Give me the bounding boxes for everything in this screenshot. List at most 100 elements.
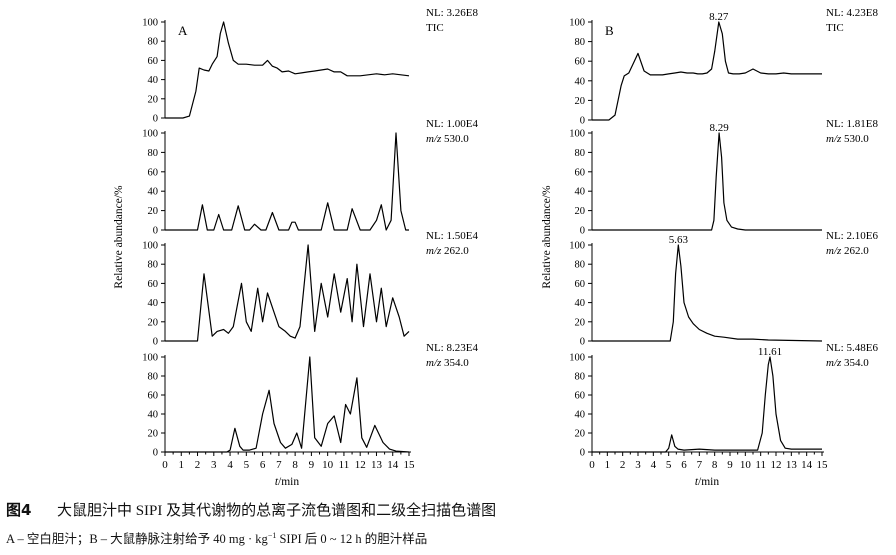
panel-a-x-tick-label: 8 bbox=[292, 459, 298, 471]
panel-a-trace-1-y-tick-label: 80 bbox=[148, 37, 159, 48]
panel-b-x-tick-label: 0 bbox=[589, 459, 595, 471]
panel-a-trace-4-y-tick-label: 20 bbox=[148, 429, 159, 440]
panel-a-x-tick-label: 15 bbox=[404, 459, 416, 471]
panel-b-trace-3-y-tick-label: 100 bbox=[569, 241, 585, 252]
panel-a-trace-4-y-tick-label: 40 bbox=[148, 410, 159, 421]
panel-a-y-axis-label: Relative abundance/% bbox=[113, 185, 125, 289]
panel-b-trace-1-peak-label: 8.27 bbox=[709, 11, 729, 23]
panel-b-trace-4-nl-label: NL: 5.48E6 bbox=[826, 342, 878, 354]
panel-b-trace-2-y-tick-label: 60 bbox=[575, 167, 586, 178]
panel-b-trace-4-y-tick-label: 20 bbox=[575, 429, 586, 440]
panel-a-trace-1-y-tick-label: 100 bbox=[142, 18, 158, 29]
panel-a-x-tick-label: 4 bbox=[227, 459, 233, 471]
panel-b-trace-2-y-tick-label: 80 bbox=[575, 148, 586, 159]
panel-b-label: B bbox=[605, 23, 614, 38]
panel-b-trace-2-nl-label: NL: 1.81E8 bbox=[826, 118, 878, 130]
panel-b-trace-3-y-tick-label: 40 bbox=[575, 298, 586, 309]
panel-a-trace-3-line bbox=[165, 244, 410, 342]
panel-b-trace-2-y-tick-label: 40 bbox=[575, 187, 586, 198]
panel-a-trace-4-y-tick-label: 0 bbox=[153, 448, 158, 459]
panel-a-trace-3-y-tick-label: 100 bbox=[142, 241, 158, 252]
panel-a-trace-4-y-tick-label: 60 bbox=[148, 391, 159, 402]
panel-b-x-tick-label: 1 bbox=[605, 459, 611, 471]
panel-a-trace-1-y-tick-label: 60 bbox=[148, 56, 159, 67]
panel-b-x-tick-label: 15 bbox=[817, 459, 829, 471]
panel-a-trace-3-nl-label: NL: 1.50E4 bbox=[426, 230, 478, 242]
panel-b-trace-4-peak-label: 11.61 bbox=[758, 346, 782, 358]
panel-a-x-tick-label: 6 bbox=[260, 459, 266, 471]
panel-a-trace-1-line bbox=[165, 21, 410, 119]
figure-caption: 图4 大鼠胆汁中 SIPI 及其代谢物的总离子流色谱图和二级全扫描色谱图 bbox=[6, 499, 496, 520]
panel-a-trace-3-y-tick-label: 60 bbox=[148, 279, 159, 290]
panel-b-trace-1-y-tick-label: 80 bbox=[575, 37, 586, 48]
panel-a-trace-2-nl-label: NL: 1.00E4 bbox=[426, 118, 478, 130]
panel-a-x-tick-label: 11 bbox=[339, 459, 350, 471]
panel-a-trace-4-nl-label: NL: 8.23E4 bbox=[426, 342, 478, 354]
panel-a-trace-4-y-tick-label: 100 bbox=[142, 353, 158, 364]
panel-b-trace-1-y-tick-label: 60 bbox=[575, 57, 586, 68]
panel-b-trace-3-peak-label: 5.63 bbox=[669, 234, 689, 246]
panel-a-trace-4-y-tick-label: 80 bbox=[148, 372, 159, 383]
legend-text-1: A – 空白胆汁；B – 大鼠静脉注射给予 40 mg · kg bbox=[6, 532, 268, 546]
panel-b-trace-1-y-tick-label: 100 bbox=[569, 18, 585, 29]
panel-a-trace-1-mz-label: TIC bbox=[426, 22, 444, 34]
panel-b-x-tick-label: 2 bbox=[620, 459, 626, 471]
panel-b-trace-2-mz-label: m/z 530.0 bbox=[826, 133, 869, 145]
panel-a-label: A bbox=[178, 23, 188, 38]
panel-b-trace-3-y-tick-label: 60 bbox=[575, 279, 586, 290]
legend-superscript: −1 bbox=[267, 530, 277, 540]
panel-b-trace-1-mz-label: TIC bbox=[826, 22, 844, 34]
panel-b-x-tick-label: 7 bbox=[697, 459, 703, 471]
panel-a-trace-2-y-tick-label: 60 bbox=[148, 167, 159, 178]
panel-b-x-tick-label: 10 bbox=[740, 459, 752, 471]
panel-a-x-tick-label: 13 bbox=[371, 459, 383, 471]
panel-a-x-tick-label: 10 bbox=[322, 459, 334, 471]
figure-legend: A – 空白胆汁；B – 大鼠静脉注射给予 40 mg · kg−1 SIPI … bbox=[6, 528, 427, 547]
panel-a-trace-2-y-tick-label: 20 bbox=[148, 206, 159, 217]
panel-b-trace-3-y-tick-label: 0 bbox=[580, 337, 585, 348]
panel-a-trace-3-y-tick-label: 0 bbox=[153, 337, 158, 348]
panel-b-x-axis-label: t/min bbox=[695, 476, 720, 488]
panel-b-x-tick-label: 13 bbox=[786, 459, 798, 471]
panel-a-trace-2-y-tick-label: 0 bbox=[153, 226, 158, 237]
panel-b-trace-4-y-tick-label: 0 bbox=[580, 448, 585, 459]
panel-b-x-tick-label: 9 bbox=[727, 459, 733, 471]
panel-b-x-tick-label: 5 bbox=[666, 459, 672, 471]
panel-a-trace-2-y-tick-label: 80 bbox=[148, 148, 159, 159]
panel-b-trace-3-y-tick-label: 80 bbox=[575, 260, 586, 271]
panel-a-trace-4-line bbox=[165, 356, 410, 453]
panel-a-trace-2-y-tick-label: 100 bbox=[142, 129, 158, 140]
panel-b-x-tick-label: 14 bbox=[801, 459, 813, 471]
panel-a-x-tick-label: 5 bbox=[244, 459, 250, 471]
panel-b-trace-2-y-tick-label: 20 bbox=[575, 206, 586, 217]
panel-b-trace-2-y-tick-label: 0 bbox=[580, 226, 585, 237]
panel-a-trace-1-y-tick-label: 20 bbox=[148, 94, 159, 105]
panel-b-trace-3-y-tick-label: 20 bbox=[575, 317, 586, 328]
panel-b-x-tick-label: 11 bbox=[755, 459, 766, 471]
panel-b-trace-3-mz-label: m/z 262.0 bbox=[826, 245, 869, 257]
panel-b-x-tick-label: 12 bbox=[771, 459, 782, 471]
panel-a-trace-1-nl-label: NL: 3.26E8 bbox=[426, 7, 478, 19]
panel-b-trace-1-y-tick-label: 20 bbox=[575, 96, 586, 107]
panel-a-trace-2-y-tick-label: 40 bbox=[148, 187, 159, 198]
panel-b-trace-2-y-tick-label: 100 bbox=[569, 129, 585, 140]
panel-a-trace-1-y-tick-label: 0 bbox=[153, 114, 158, 125]
panel-a-trace-2-line bbox=[165, 132, 409, 231]
figure-number: 图4 bbox=[6, 501, 32, 519]
panel-b-x-tick-label: 6 bbox=[681, 459, 687, 471]
panel-b-trace-4-y-tick-label: 40 bbox=[575, 410, 586, 421]
panel-b-trace-4-y-tick-label: 100 bbox=[569, 353, 585, 364]
panel-b-trace-1-line bbox=[592, 21, 822, 121]
panel-b-trace-2-peak-label: 8.29 bbox=[709, 122, 729, 134]
legend-text-2: SIPI 后 0 ~ 12 h 的胆汁样品 bbox=[276, 532, 428, 546]
panel-a-x-tick-label: 7 bbox=[276, 459, 282, 471]
panel-a-trace-4-mz-label: m/z 354.0 bbox=[426, 357, 469, 369]
panel-b-y-axis-label: Relative abundance/% bbox=[541, 185, 553, 289]
panel-a-x-tick-label: 0 bbox=[162, 459, 168, 471]
panel-a-trace-1-y-tick-label: 40 bbox=[148, 75, 159, 86]
panel-a-trace-3-y-tick-label: 20 bbox=[148, 317, 159, 328]
panel-a-x-tick-label: 12 bbox=[355, 459, 366, 471]
panel-a-x-tick-label: 3 bbox=[211, 459, 217, 471]
panel-a-x-tick-label: 2 bbox=[195, 459, 201, 471]
